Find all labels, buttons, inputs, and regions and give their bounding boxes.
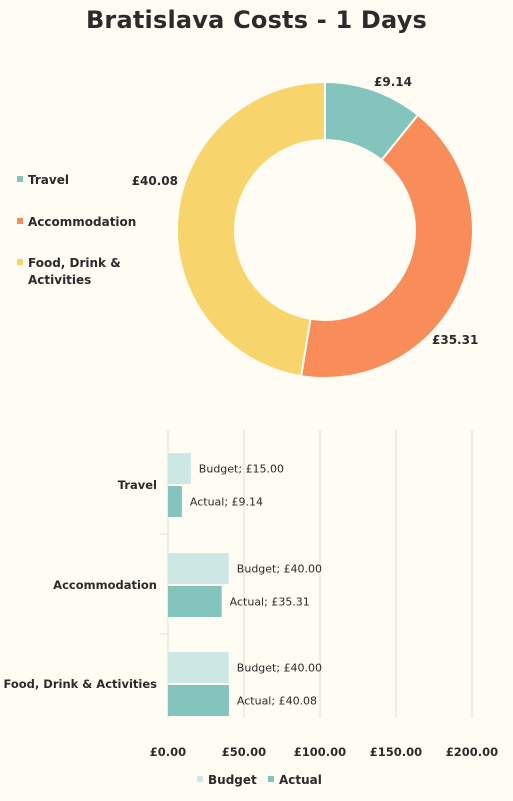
legend-label: Actual: [279, 773, 322, 787]
donut-legend: Travel Accommodation Food, Drink & Activiti…: [17, 173, 136, 287]
donut-slice-food-drink-activities: [176, 80, 326, 378]
legend-label: Budget: [208, 773, 257, 787]
bar-data-label: Actual; £35.31: [230, 596, 310, 609]
bar-legend: Budget Actual: [197, 773, 322, 787]
bar-chart: Budget; £15.00 Actual; £9.14 Budget; £40.0…: [3, 430, 498, 787]
donut-slice-accommodation: [299, 113, 474, 379]
legend-swatch: [17, 176, 23, 182]
x-tick-label: £0.00: [150, 745, 186, 759]
legend-label: Food, Drink &: [28, 256, 121, 270]
bar-budget: [168, 553, 229, 584]
bar-data-label: Budget; £15.00: [199, 463, 284, 476]
bar-data-label: Budget; £40.00: [237, 563, 322, 576]
category-label: Accommodation: [53, 578, 157, 592]
legend-label: Accommodation: [28, 215, 136, 229]
bar-actual: [168, 586, 222, 617]
x-tick-label: £50.00: [222, 745, 266, 759]
legend-label: Activities: [28, 273, 91, 287]
bar-actual: [168, 486, 182, 517]
donut-value-label: £9.14: [374, 75, 412, 89]
bar-budget: [168, 652, 229, 683]
bar-data-label: Actual; £9.14: [190, 496, 263, 509]
legend-swatch: [17, 259, 23, 265]
category-label: Travel: [118, 478, 157, 492]
bar-budget: [168, 453, 191, 484]
x-tick-label: £150.00: [370, 745, 422, 759]
legend-swatch: [197, 776, 203, 782]
legend-swatch: [17, 218, 23, 224]
bar-actual: [168, 685, 229, 716]
category-label: Food, Drink & Activities: [3, 677, 157, 691]
bar-data-label: Actual; £40.08: [237, 695, 317, 708]
x-tick-label: £100.00: [294, 745, 346, 759]
donut-chart: £9.14 £35.31 £40.08 Travel Accommodation Foo…: [17, 75, 478, 379]
donut-value-label: £35.31: [432, 333, 478, 347]
bar-data-label: Budget; £40.00: [237, 662, 322, 675]
legend-label: Travel: [28, 173, 69, 187]
page-title: Bratislava Costs - 1 Days: [85, 6, 428, 34]
x-tick-label: £200.00: [446, 745, 498, 759]
legend-swatch: [268, 776, 274, 782]
donut-value-label: £40.08: [132, 174, 178, 188]
